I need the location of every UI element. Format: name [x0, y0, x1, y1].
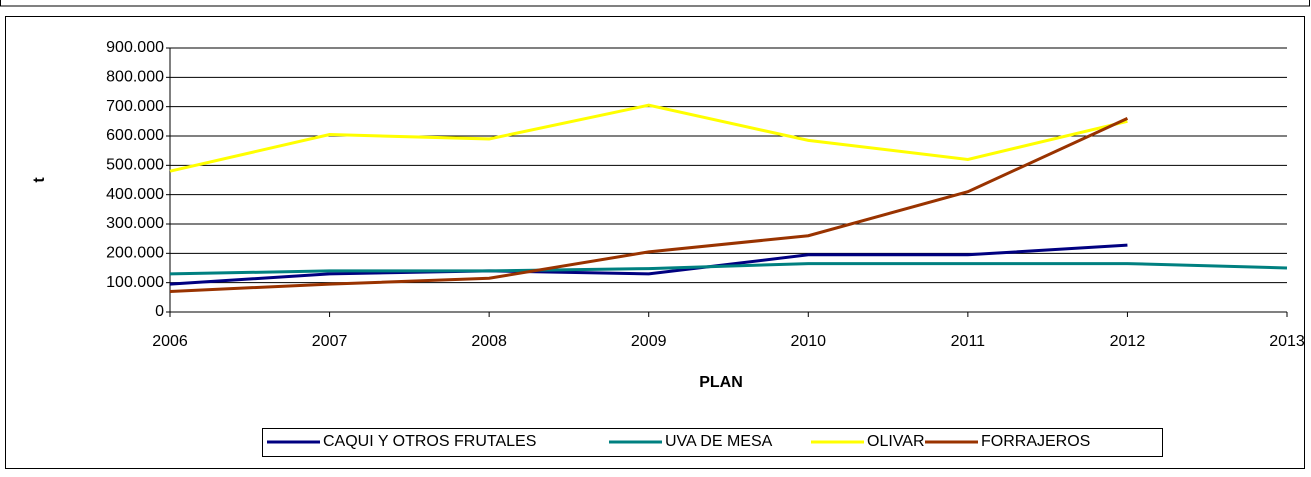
x-axis-label: PLAN: [699, 374, 743, 391]
x-tick-label: 2006: [152, 333, 188, 350]
x-tick-label: 2011: [951, 333, 986, 350]
y-tick-label: 800.000: [106, 69, 164, 86]
series-line: [169, 117, 1129, 293]
y-tick-label: 700.000: [106, 98, 164, 115]
legend-label: CAQUI Y OTROS FRUTALES: [323, 433, 536, 450]
y-axis-label: t: [31, 177, 48, 183]
top-frame: [0, 0, 1310, 7]
y-tick-label: 200.000: [106, 245, 164, 262]
series-line: [169, 103, 1128, 173]
x-tick-label: 2009: [631, 333, 667, 350]
y-tick-label: 400.000: [106, 186, 164, 203]
legend-label: FORRAJEROS: [981, 433, 1090, 450]
legend-label: OLIVAR: [867, 433, 925, 450]
x-tick-label: 2013: [1269, 333, 1305, 350]
x-tick-label: 2012: [1110, 333, 1146, 350]
y-tick-label: 500.000: [106, 157, 164, 174]
series-line: [169, 262, 1288, 276]
x-tick-label: 2008: [471, 333, 507, 350]
x-tick-label: 2010: [790, 333, 826, 350]
y-tick-label: 0: [155, 303, 164, 320]
legend-label: UVA DE MESA: [665, 433, 773, 450]
chart-frame: [5, 16, 1305, 469]
y-tick-label: 300.000: [106, 215, 164, 232]
x-tick-label: 2007: [312, 333, 348, 350]
legend: [262, 428, 1163, 457]
y-tick-label: 600.000: [106, 127, 164, 144]
series-line: [169, 243, 1128, 286]
y-tick-label: 100.000: [106, 274, 164, 291]
y-tick-label: 900.000: [106, 39, 164, 56]
